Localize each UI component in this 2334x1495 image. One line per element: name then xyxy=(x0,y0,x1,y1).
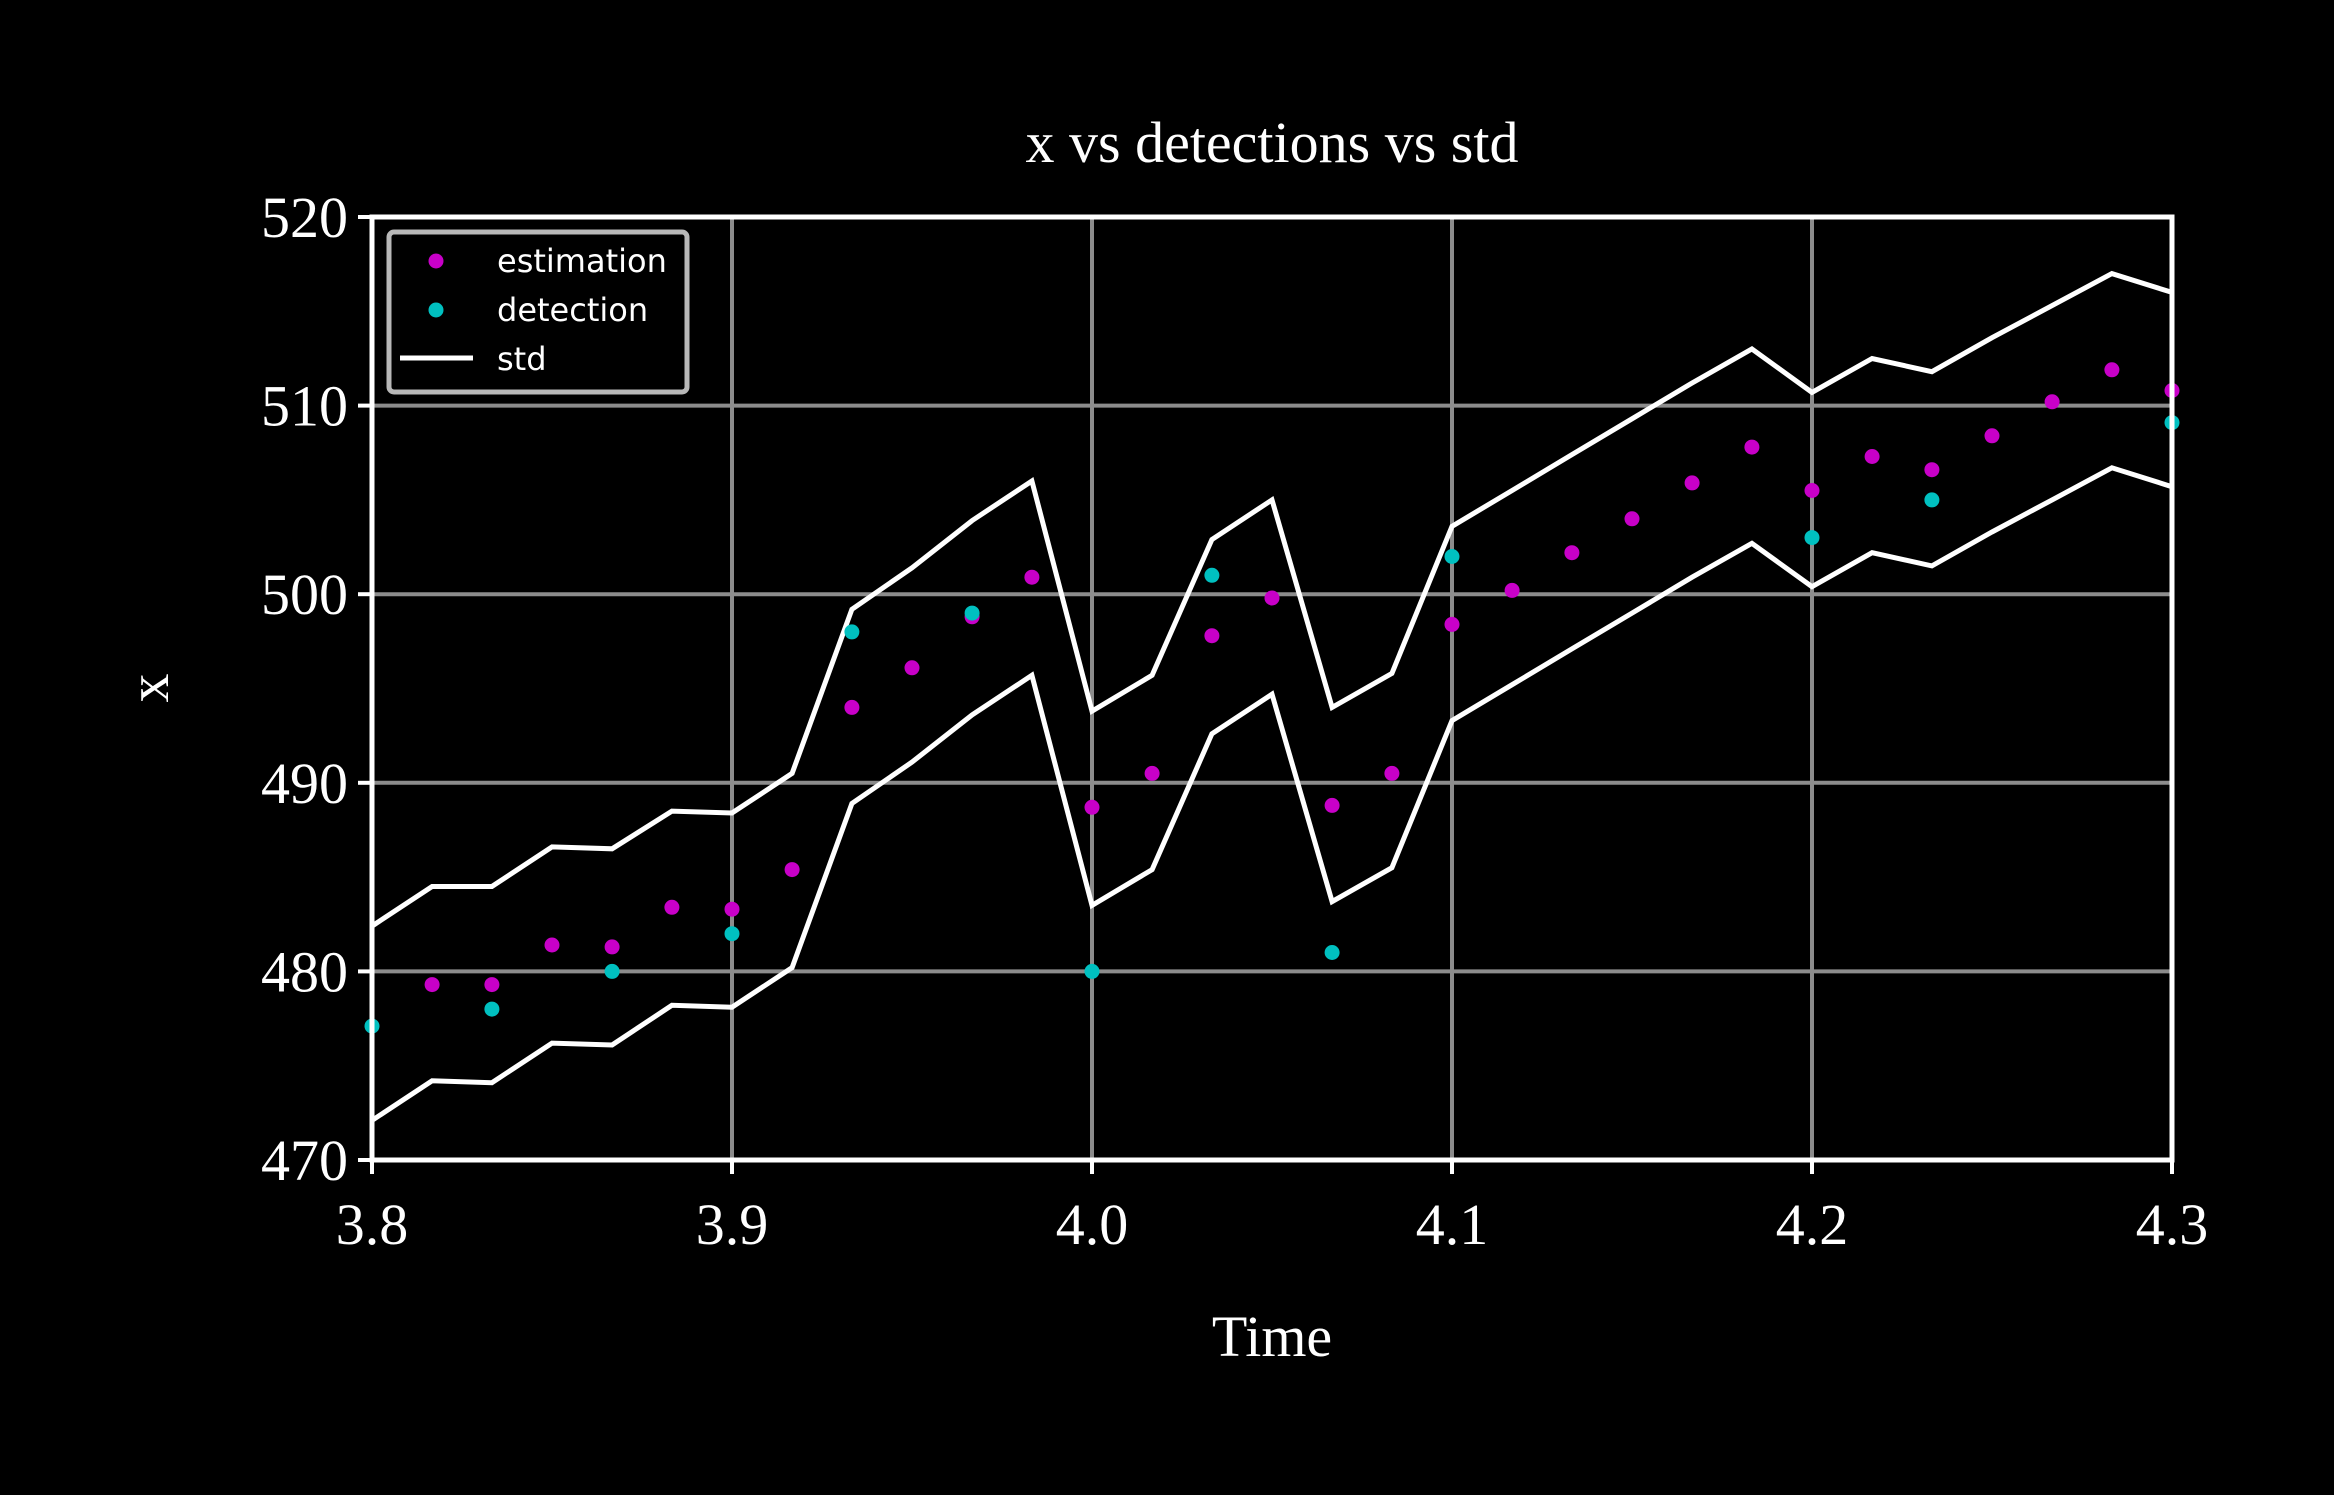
x-tick-label: 4.0 xyxy=(1056,1192,1129,1257)
x-tick-label: 4.1 xyxy=(1416,1192,1489,1257)
plot-frame xyxy=(369,214,2175,1163)
detection-point xyxy=(1804,530,1820,546)
legend-estimation-label: estimation xyxy=(497,242,667,280)
y-axis-label: x xyxy=(116,674,181,703)
estimation-point xyxy=(1504,582,1520,598)
estimation-point xyxy=(1624,511,1640,527)
x-tick-label: 4.3 xyxy=(2136,1192,2209,1257)
detection-point xyxy=(604,963,620,979)
estimation-point xyxy=(784,862,800,878)
std-lower-line xyxy=(370,465,2173,1123)
legend-frame xyxy=(386,229,690,395)
estimation-point xyxy=(664,899,680,915)
estimation-point xyxy=(1024,569,1040,585)
y-tick-label: 500 xyxy=(261,562,348,627)
legend-estimation-marker xyxy=(428,253,444,269)
detection-point xyxy=(1084,963,1100,979)
estimation-point xyxy=(1564,545,1580,561)
estimation-points xyxy=(424,362,2180,993)
estimation-point xyxy=(424,977,440,993)
chart-title: x vs detections vs std xyxy=(1026,110,1519,175)
y-tick-label: 520 xyxy=(261,185,348,250)
estimation-point xyxy=(904,660,920,676)
detection-point xyxy=(1204,567,1220,583)
std-lines xyxy=(370,270,2173,1123)
detection-point xyxy=(724,926,740,942)
estimation-point xyxy=(1384,765,1400,781)
detection-point xyxy=(1924,492,1940,508)
legend-detection-marker xyxy=(428,302,444,318)
estimation-point xyxy=(1864,449,1880,464)
x-tick-label: 3.8 xyxy=(336,1192,409,1257)
y-tick-label: 510 xyxy=(261,374,348,439)
estimation-point xyxy=(1264,590,1280,606)
detection-points xyxy=(364,415,2180,1034)
detection-point xyxy=(844,624,860,640)
x-ticks: 3.8 3.9 4.0 4.1 4.2 4.3 xyxy=(336,1160,2209,1257)
estimation-point xyxy=(1324,797,1340,813)
plot-area xyxy=(364,270,2180,1123)
std-upper-line xyxy=(370,270,2173,929)
estimation-point xyxy=(724,901,740,917)
estimation-point xyxy=(2104,362,2120,378)
x-tick-label: 3.9 xyxy=(696,1192,769,1257)
estimation-point xyxy=(2044,394,2060,410)
x-tick-label: 4.2 xyxy=(1776,1192,1849,1257)
y-tick-label: 470 xyxy=(261,1128,348,1193)
estimation-point xyxy=(1984,428,2000,444)
estimation-point xyxy=(1144,765,1160,781)
estimation-point xyxy=(1444,616,1460,632)
legend-detection-label: detection xyxy=(497,291,648,329)
legend: estimation detection std xyxy=(386,229,690,395)
estimation-point xyxy=(1084,799,1100,815)
estimation-point xyxy=(604,939,620,955)
x-axis-label: Time xyxy=(1212,1304,1332,1369)
y-ticks: 470 480 490 500 510 520 xyxy=(261,185,372,1193)
estimation-point xyxy=(1684,475,1700,491)
detection-point xyxy=(1324,945,1340,960)
estimation-point xyxy=(1744,439,1760,455)
estimation-point xyxy=(484,977,500,993)
estimation-point xyxy=(844,699,860,715)
y-tick-label: 480 xyxy=(261,939,348,1004)
detection-point xyxy=(1444,549,1460,564)
detection-point xyxy=(484,1001,500,1017)
estimation-point xyxy=(1204,628,1220,644)
estimation-point xyxy=(1804,483,1820,498)
estimation-point xyxy=(1924,462,1940,478)
estimation-point xyxy=(544,937,560,953)
legend-std-label: std xyxy=(497,340,547,378)
y-tick-label: 490 xyxy=(261,751,348,816)
detection-point xyxy=(964,605,980,621)
